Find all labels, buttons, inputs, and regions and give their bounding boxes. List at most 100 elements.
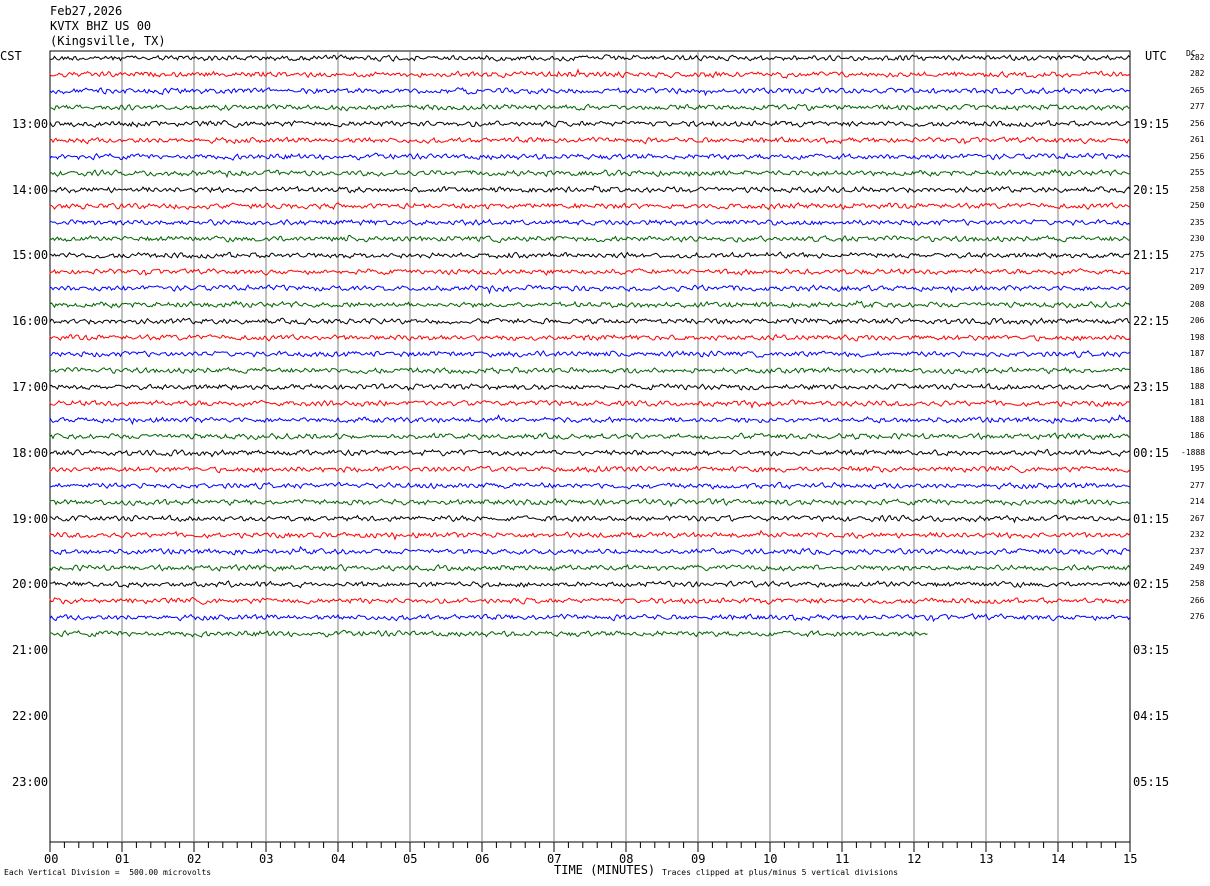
right-hour-label: 23:15 <box>1133 380 1170 394</box>
seismic-trace <box>49 185 1131 194</box>
left-hour-label: 19:00 <box>12 511 49 526</box>
dc-offset-label: 276 <box>1190 612 1205 622</box>
right-hour-label: 05:15 <box>1133 774 1170 789</box>
right-hour-label: 02:15 <box>1133 577 1170 592</box>
seismic-trace <box>49 629 928 638</box>
seismic-trace <box>49 119 1131 128</box>
seismic-trace <box>49 432 1131 441</box>
x-tick-label: 01 <box>115 852 130 866</box>
left-hour-label: 13:00 <box>12 116 49 131</box>
seismic-trace <box>49 152 1131 161</box>
dc-offset-label: 206 <box>1190 316 1205 326</box>
left-hour-label: 14:00 <box>12 182 49 197</box>
dc-label: DC <box>1186 49 1196 58</box>
left-hour-label: 23:00 <box>12 774 49 789</box>
dc-offset-label: 230 <box>1190 233 1205 243</box>
seismic-trace <box>49 580 1131 589</box>
header-date: Feb27,2026 <box>50 4 123 18</box>
seismic-trace <box>49 136 1131 145</box>
seismic-trace <box>49 545 1131 556</box>
left-hour-label: 17:00 <box>12 380 49 394</box>
dc-offset-label: 250 <box>1190 201 1205 211</box>
right-hour-label: 21:15 <box>1133 248 1170 263</box>
dc-offset-label: 275 <box>1190 250 1205 260</box>
x-tick-label: 07 <box>547 852 562 866</box>
seismic-trace <box>49 317 1131 326</box>
right-hour-label: 04:15 <box>1133 709 1170 723</box>
seismic-trace <box>49 563 1131 572</box>
seismic-trace <box>49 218 1131 227</box>
seismic-trace <box>49 613 1131 623</box>
seismic-trace <box>49 448 1131 458</box>
vertical-division-note: Each Vertical Division = 500.00 microvol… <box>4 868 212 877</box>
left-hour-label: 21:00 <box>12 643 49 658</box>
header-location: (Kingsville, TX) <box>50 34 166 48</box>
x-tick-label: 04 <box>331 852 346 866</box>
dc-offset-label: 235 <box>1190 217 1205 227</box>
seismic-trace <box>49 498 1131 508</box>
x-tick-label: 08 <box>619 852 634 866</box>
dc-offset-label: 232 <box>1190 530 1205 540</box>
left-timezone-label: CST <box>0 49 22 63</box>
x-tick-label: 14 <box>1051 852 1066 866</box>
left-hour-label: 22:00 <box>12 709 49 723</box>
dc-offset-label: 255 <box>1190 168 1205 178</box>
seismic-trace <box>49 350 1131 358</box>
left-hour-label: 20:00 <box>12 577 49 592</box>
seismic-trace <box>49 596 1131 605</box>
x-tick-label: 13 <box>979 852 994 866</box>
dc-offset-label: 187 <box>1190 349 1205 359</box>
dc-offset-label: 256 <box>1190 118 1205 128</box>
seismic-trace <box>49 267 1131 277</box>
dc-offset-label: 256 <box>1190 151 1205 161</box>
dc-offset-label: 258 <box>1190 184 1205 194</box>
dc-offset-label: 277 <box>1190 480 1205 490</box>
x-axis-title: TIME (MINUTES) <box>554 863 656 877</box>
seismic-trace <box>49 366 1130 375</box>
left-hour-label: 15:00 <box>12 248 49 263</box>
x-tick-label: 02 <box>187 852 202 866</box>
right-hour-label: 03:15 <box>1133 643 1170 658</box>
seismic-trace <box>49 68 1131 79</box>
x-tick-label: 00 <box>44 852 59 866</box>
seismic-trace <box>49 54 1131 62</box>
dc-offset-label: 282 <box>1190 69 1205 79</box>
seismic-trace <box>49 234 1131 244</box>
dc-offset-label: 265 <box>1190 85 1205 95</box>
dc-offset-label: 267 <box>1190 513 1205 523</box>
dc-offset-label: 181 <box>1190 398 1205 408</box>
dc-offset-label: 198 <box>1190 332 1205 342</box>
seismic-trace <box>49 514 1131 524</box>
seismic-trace <box>49 251 1131 260</box>
x-tick-label: 03 <box>259 852 274 866</box>
dc-offset-label: 217 <box>1190 266 1205 276</box>
left-hour-label: 16:00 <box>12 314 49 329</box>
seismic-trace <box>49 202 1131 211</box>
dc-offset-label: 208 <box>1190 299 1205 309</box>
seismic-trace <box>49 284 1131 295</box>
right-hour-label: 01:15 <box>1133 511 1170 526</box>
seismic-trace <box>49 481 1131 490</box>
right-timezone-label: UTC <box>1145 49 1167 63</box>
seismic-trace <box>49 465 1131 474</box>
seismic-trace <box>49 300 1131 309</box>
header-station: KVTX BHZ US 00 <box>50 19 152 33</box>
seismic-trace <box>49 103 1131 112</box>
dc-offset-label: 266 <box>1190 595 1205 605</box>
right-hour-label: 19:15 <box>1133 116 1170 131</box>
dc-offset-label: 261 <box>1190 135 1205 145</box>
dc-offset-label: 209 <box>1190 283 1205 293</box>
clip-note: Traces clipped at plus/minus 5 vertical … <box>662 868 899 877</box>
dc-offset-label: 186 <box>1190 431 1205 441</box>
right-hour-label: 22:15 <box>1133 314 1170 329</box>
dc-offset-label: 188 <box>1190 414 1205 424</box>
seismic-trace <box>49 414 1131 426</box>
dc-offset-label: 195 <box>1190 464 1205 474</box>
seismic-trace <box>49 399 1131 410</box>
dc-offset-label: 277 <box>1190 102 1205 112</box>
seismic-trace <box>49 529 1131 541</box>
left-hour-label: 18:00 <box>12 445 49 460</box>
seismic-trace <box>49 382 1131 392</box>
dc-offset-label: 186 <box>1190 365 1205 375</box>
